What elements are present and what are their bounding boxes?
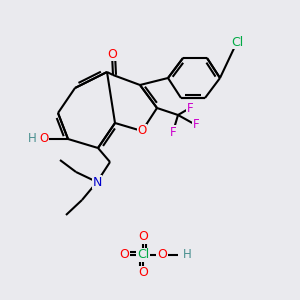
Text: H: H [28,133,36,146]
Text: N: N [92,176,102,188]
Text: Cl: Cl [231,35,243,49]
Text: O: O [137,124,147,137]
Text: O: O [157,248,167,262]
Text: F: F [193,118,199,131]
Text: O: O [138,230,148,244]
Text: F: F [170,125,176,139]
Text: O: O [39,133,49,146]
Text: O: O [138,266,148,280]
Text: H: H [183,248,192,262]
Text: F: F [187,101,193,115]
Text: O: O [119,248,129,262]
Text: Cl: Cl [137,248,149,262]
Text: O: O [107,47,117,61]
